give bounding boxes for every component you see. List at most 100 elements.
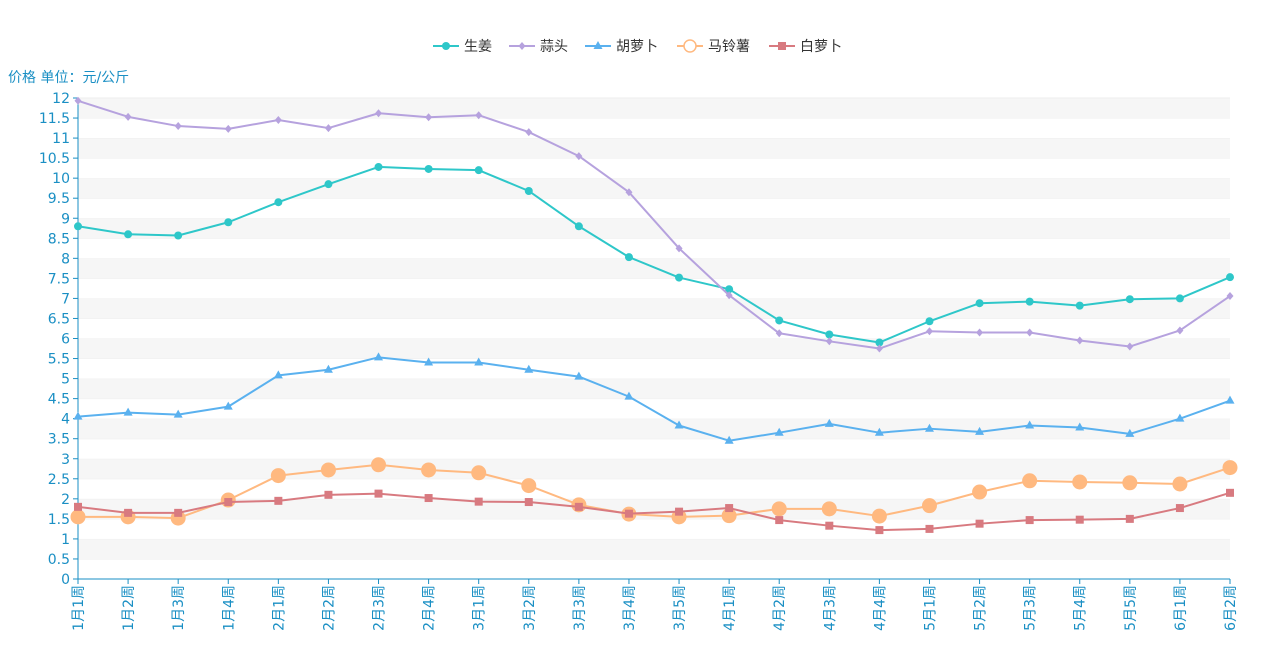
data-point[interactable] (1222, 460, 1238, 476)
data-point[interactable] (475, 111, 483, 120)
data-point[interactable] (74, 96, 82, 105)
data-point[interactable] (374, 352, 384, 361)
data-point[interactable] (725, 285, 734, 294)
series[interactable] (74, 96, 1234, 353)
data-point[interactable] (1075, 301, 1084, 310)
series-line[interactable] (77, 99, 1231, 350)
data-point[interactable] (675, 507, 684, 516)
data-point[interactable] (775, 516, 784, 525)
data-point[interactable] (425, 113, 433, 122)
data-point[interactable] (471, 465, 487, 481)
data-point[interactable] (525, 128, 533, 137)
data-point[interactable] (825, 337, 833, 346)
data-point[interactable] (771, 501, 787, 517)
data-point[interactable] (371, 457, 387, 473)
data-point[interactable] (524, 498, 533, 507)
data-point[interactable] (925, 317, 934, 326)
legend-item[interactable]: 胡萝卜 (585, 39, 658, 55)
data-point[interactable] (1226, 273, 1234, 282)
data-point[interactable] (124, 230, 133, 239)
legend-item[interactable]: 生姜 (433, 39, 492, 55)
data-point[interactable] (625, 188, 633, 197)
data-point[interactable] (421, 462, 437, 478)
data-point[interactable] (921, 498, 937, 514)
data-point[interactable] (675, 244, 683, 253)
data-point[interactable] (575, 152, 583, 161)
data-point[interactable] (474, 497, 483, 506)
data-point[interactable] (324, 124, 332, 133)
data-point[interactable] (1175, 294, 1184, 303)
data-point[interactable] (972, 484, 988, 500)
data-point[interactable] (1226, 488, 1234, 497)
series[interactable] (73, 352, 1235, 444)
legend-item[interactable]: 蒜头 (509, 39, 568, 55)
data-point[interactable] (874, 427, 884, 436)
series-line[interactable] (78, 463, 1231, 520)
data-point[interactable] (624, 253, 633, 262)
data-point[interactable] (123, 407, 133, 416)
data-point[interactable] (1175, 504, 1184, 513)
data-point[interactable] (70, 509, 86, 525)
data-point[interactable] (1072, 474, 1088, 490)
data-point[interactable] (174, 231, 183, 240)
data-point[interactable] (825, 521, 834, 530)
data-point[interactable] (474, 357, 484, 366)
data-point[interactable] (270, 468, 286, 484)
data-point[interactable] (173, 409, 183, 418)
data-point[interactable] (624, 391, 634, 400)
data-point[interactable] (821, 501, 837, 517)
data-point[interactable] (725, 291, 733, 300)
data-point[interactable] (975, 519, 984, 528)
data-point[interactable] (224, 498, 233, 507)
data-point[interactable] (975, 299, 984, 308)
data-point[interactable] (674, 420, 684, 429)
data-point[interactable] (1172, 476, 1188, 492)
data-point[interactable] (976, 328, 984, 337)
data-point[interactable] (725, 504, 734, 513)
data-point[interactable] (1125, 428, 1135, 437)
data-point[interactable] (124, 508, 133, 517)
data-point[interactable] (1175, 413, 1185, 422)
data-point[interactable] (274, 198, 283, 207)
series-line[interactable] (77, 356, 1231, 442)
data-point[interactable] (1076, 336, 1084, 345)
data-point[interactable] (1025, 516, 1034, 525)
data-point[interactable] (324, 180, 333, 189)
series-line[interactable] (77, 491, 1231, 532)
data-point[interactable] (1025, 297, 1034, 306)
data-point[interactable] (1126, 342, 1134, 351)
data-point[interactable] (73, 411, 83, 420)
series-group[interactable] (70, 96, 1238, 535)
legend-item[interactable]: 白萝卜 (769, 39, 842, 55)
data-point[interactable] (1125, 295, 1134, 304)
data-point[interactable] (574, 222, 583, 231)
data-point[interactable] (524, 364, 534, 373)
data-point[interactable] (775, 329, 783, 338)
data-point[interactable] (274, 116, 282, 125)
legend-item[interactable]: 马铃薯 (677, 39, 750, 55)
data-point[interactable] (124, 112, 132, 121)
data-point[interactable] (374, 162, 383, 171)
data-point[interactable] (675, 273, 684, 282)
data-point[interactable] (724, 435, 734, 444)
data-point[interactable] (274, 496, 283, 505)
data-point[interactable] (875, 344, 883, 353)
data-point[interactable] (374, 489, 383, 498)
data-point[interactable] (871, 508, 887, 524)
data-point[interactable] (474, 166, 483, 175)
data-point[interactable] (925, 327, 933, 336)
data-point[interactable] (1025, 420, 1035, 429)
data-point[interactable] (74, 502, 82, 511)
data-point[interactable] (1022, 473, 1038, 489)
data-point[interactable] (323, 364, 333, 373)
data-point[interactable] (1075, 422, 1085, 431)
data-point[interactable] (924, 423, 934, 432)
data-point[interactable] (1026, 328, 1034, 337)
data-point[interactable] (424, 357, 434, 366)
series[interactable] (70, 457, 1238, 526)
series[interactable] (74, 162, 1234, 347)
data-point[interactable] (824, 418, 834, 427)
data-point[interactable] (524, 186, 533, 195)
data-point[interactable] (174, 508, 183, 517)
data-point[interactable] (1176, 326, 1184, 335)
